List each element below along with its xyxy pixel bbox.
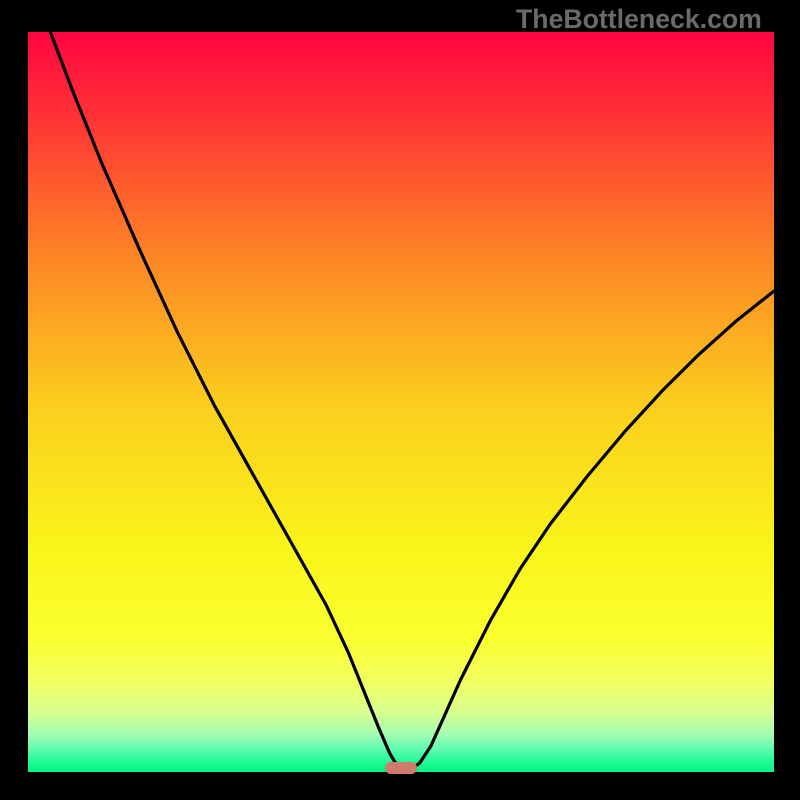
- chart-stage: TheBottleneck.com: [0, 0, 800, 800]
- optimum-marker: [385, 762, 416, 774]
- plot-area: [28, 32, 774, 772]
- curve-path: [50, 32, 774, 769]
- watermark-text: TheBottleneck.com: [516, 4, 762, 35]
- bottleneck-curve: [28, 32, 774, 772]
